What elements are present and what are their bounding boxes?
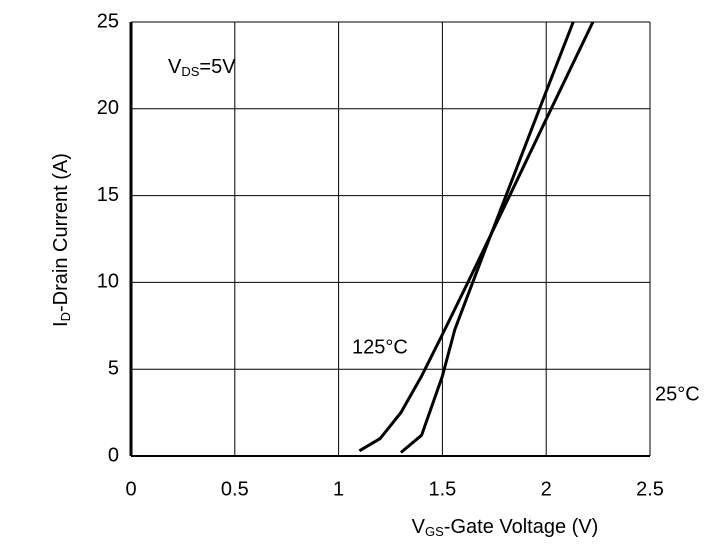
- y-tick-label: 15: [97, 184, 119, 206]
- x-tick-label: 2: [541, 478, 552, 500]
- line-series: [358, 21, 595, 453]
- y-tick-label: 5: [108, 357, 119, 379]
- series-label: 125°C: [352, 336, 408, 358]
- x-tick-label: 2.5: [636, 478, 664, 500]
- series-label: 25°C: [655, 383, 700, 405]
- y-tick-label: 0: [108, 444, 119, 466]
- x-axis-label: VGS-Gate Voltage (V): [412, 516, 599, 539]
- line-series: [399, 21, 575, 454]
- y-tick-label: 25: [97, 10, 119, 32]
- x-tick-label: 1: [333, 478, 344, 500]
- y-tick-label: 20: [97, 97, 119, 119]
- y-tick-label: 10: [97, 271, 119, 293]
- x-tick-label: 1.5: [428, 478, 456, 500]
- y-axis-label: ID-Drain Current (A): [50, 153, 73, 327]
- x-tick-label: 0: [125, 478, 136, 500]
- annotation: VDS=5V: [168, 56, 236, 79]
- x-tick-label: 0.5: [221, 478, 249, 500]
